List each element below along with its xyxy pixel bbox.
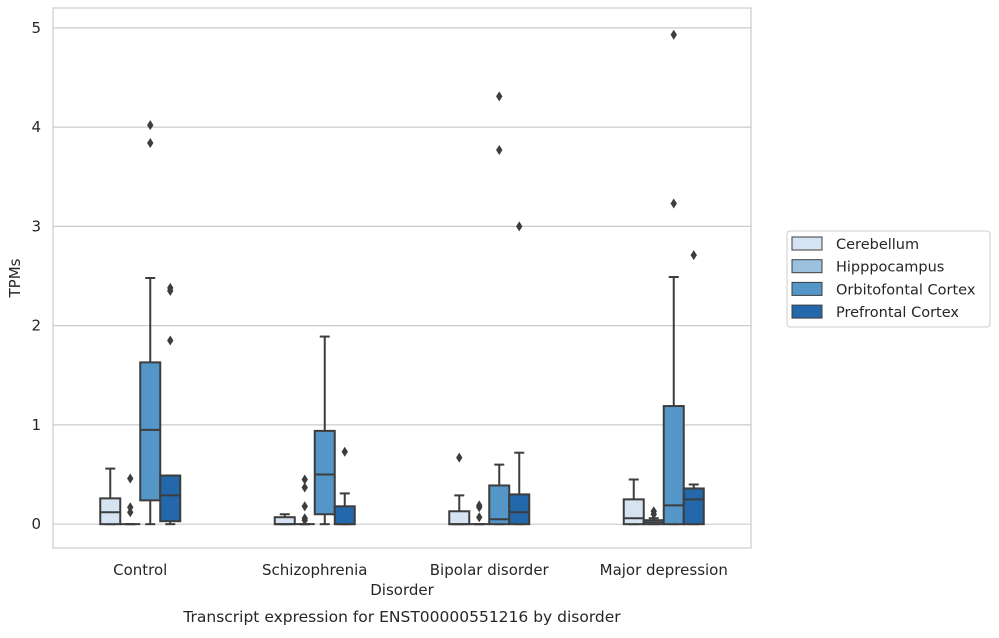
- legend-swatch: [791, 236, 823, 251]
- outlier-point: [301, 474, 308, 485]
- x-axis-label: Disorder: [370, 581, 434, 599]
- outlier-point: [167, 285, 174, 296]
- legend-items: Cerebellum Hipppocampus Orbitofontal Corte…: [791, 236, 976, 321]
- outlier-point: [496, 144, 503, 155]
- outlier-point: [496, 91, 503, 102]
- box-hipppocampus-1: [294, 474, 315, 526]
- box-cerebellum-0: [99, 467, 122, 526]
- legend-frame: [786, 230, 991, 328]
- x-tick-label: Schizophrenia: [262, 561, 367, 579]
- y-tick-label: 4: [31, 118, 41, 136]
- y-axis-ticks: 0 1 2 3 4 5: [31, 19, 41, 533]
- legend-label: Orbitofontal Cortex: [836, 282, 976, 298]
- y-tick-label: 0: [31, 515, 41, 533]
- outlier-point: [670, 29, 677, 40]
- box-prefrontal-cortex-3: [682, 250, 705, 526]
- legend: Cerebellum Hipppocampus Orbitofontal Corte…: [786, 230, 991, 328]
- outlier-point: [650, 509, 657, 520]
- outlier-point: [301, 482, 308, 493]
- box-hipppocampus-2: [469, 500, 490, 526]
- box-iqr: [508, 493, 531, 526]
- legend-swatch: [791, 259, 823, 274]
- outlier-point: [341, 446, 348, 457]
- box-cerebellum-2: [448, 452, 471, 526]
- y-tick-label: 5: [31, 19, 41, 37]
- x-tick-label: Major depression: [600, 561, 728, 579]
- y-tick-label: 2: [31, 317, 41, 335]
- outlier-point: [476, 502, 483, 513]
- box-iqr: [139, 361, 162, 502]
- box-orbitofontal-cortex-0: [139, 120, 162, 526]
- outlier-point: [690, 250, 697, 261]
- x-axis-ticks: Control Schizophrenia Bipolar disorder Majo…: [113, 561, 728, 579]
- box-prefrontal-cortex-0: [159, 282, 182, 526]
- legend-swatch: [791, 304, 823, 319]
- legend-swatch: [791, 281, 823, 296]
- box-iqr: [333, 505, 356, 526]
- y-tick-label: 1: [31, 416, 41, 434]
- box-iqr: [159, 474, 182, 523]
- x-tick-label: Control: [113, 561, 167, 579]
- box-hipppocampus-0: [120, 473, 141, 526]
- x-tick-label: Bipolar disorder: [430, 561, 550, 579]
- outlier-point: [456, 452, 463, 463]
- legend-label: Prefrontal Cortex: [836, 305, 959, 321]
- box-iqr: [273, 516, 296, 526]
- legend-label: Hipppocampus: [836, 260, 944, 276]
- legend-label: Cerebellum: [836, 237, 919, 253]
- outlier-point: [301, 501, 308, 512]
- box-orbitofontal-cortex-2: [488, 91, 511, 526]
- outlier-point: [147, 138, 154, 148]
- outlier-point: [127, 473, 134, 484]
- plot-area: [99, 29, 705, 526]
- outlier-point: [127, 507, 134, 518]
- outlier-point: [301, 515, 308, 526]
- outlier-point: [147, 120, 154, 131]
- box-iqr: [448, 510, 471, 526]
- outlier-point: [670, 198, 677, 209]
- box-cerebellum-1: [273, 513, 296, 526]
- box-cerebellum-3: [622, 478, 645, 526]
- box-iqr: [662, 405, 685, 526]
- box-iqr: [313, 429, 336, 516]
- box-orbitofontal-cortex-3: [662, 29, 685, 526]
- box-hipppocampus-3: [642, 506, 665, 526]
- box-prefrontal-cortex-1: [333, 446, 356, 526]
- chart-caption: Transcript expression for ENST0000055121…: [182, 608, 621, 626]
- outlier-point: [167, 335, 174, 346]
- box-orbitofontal-cortex-1: [313, 335, 336, 526]
- box-prefrontal-cortex-2: [508, 221, 531, 526]
- box-iqr: [682, 487, 705, 526]
- outlier-point: [476, 512, 483, 523]
- plot-frame: [52, 7, 752, 549]
- outlier-point: [516, 221, 523, 232]
- y-tick-label: 3: [31, 217, 41, 235]
- box-iqr: [622, 498, 645, 526]
- y-axis-label: TPMs: [6, 258, 24, 298]
